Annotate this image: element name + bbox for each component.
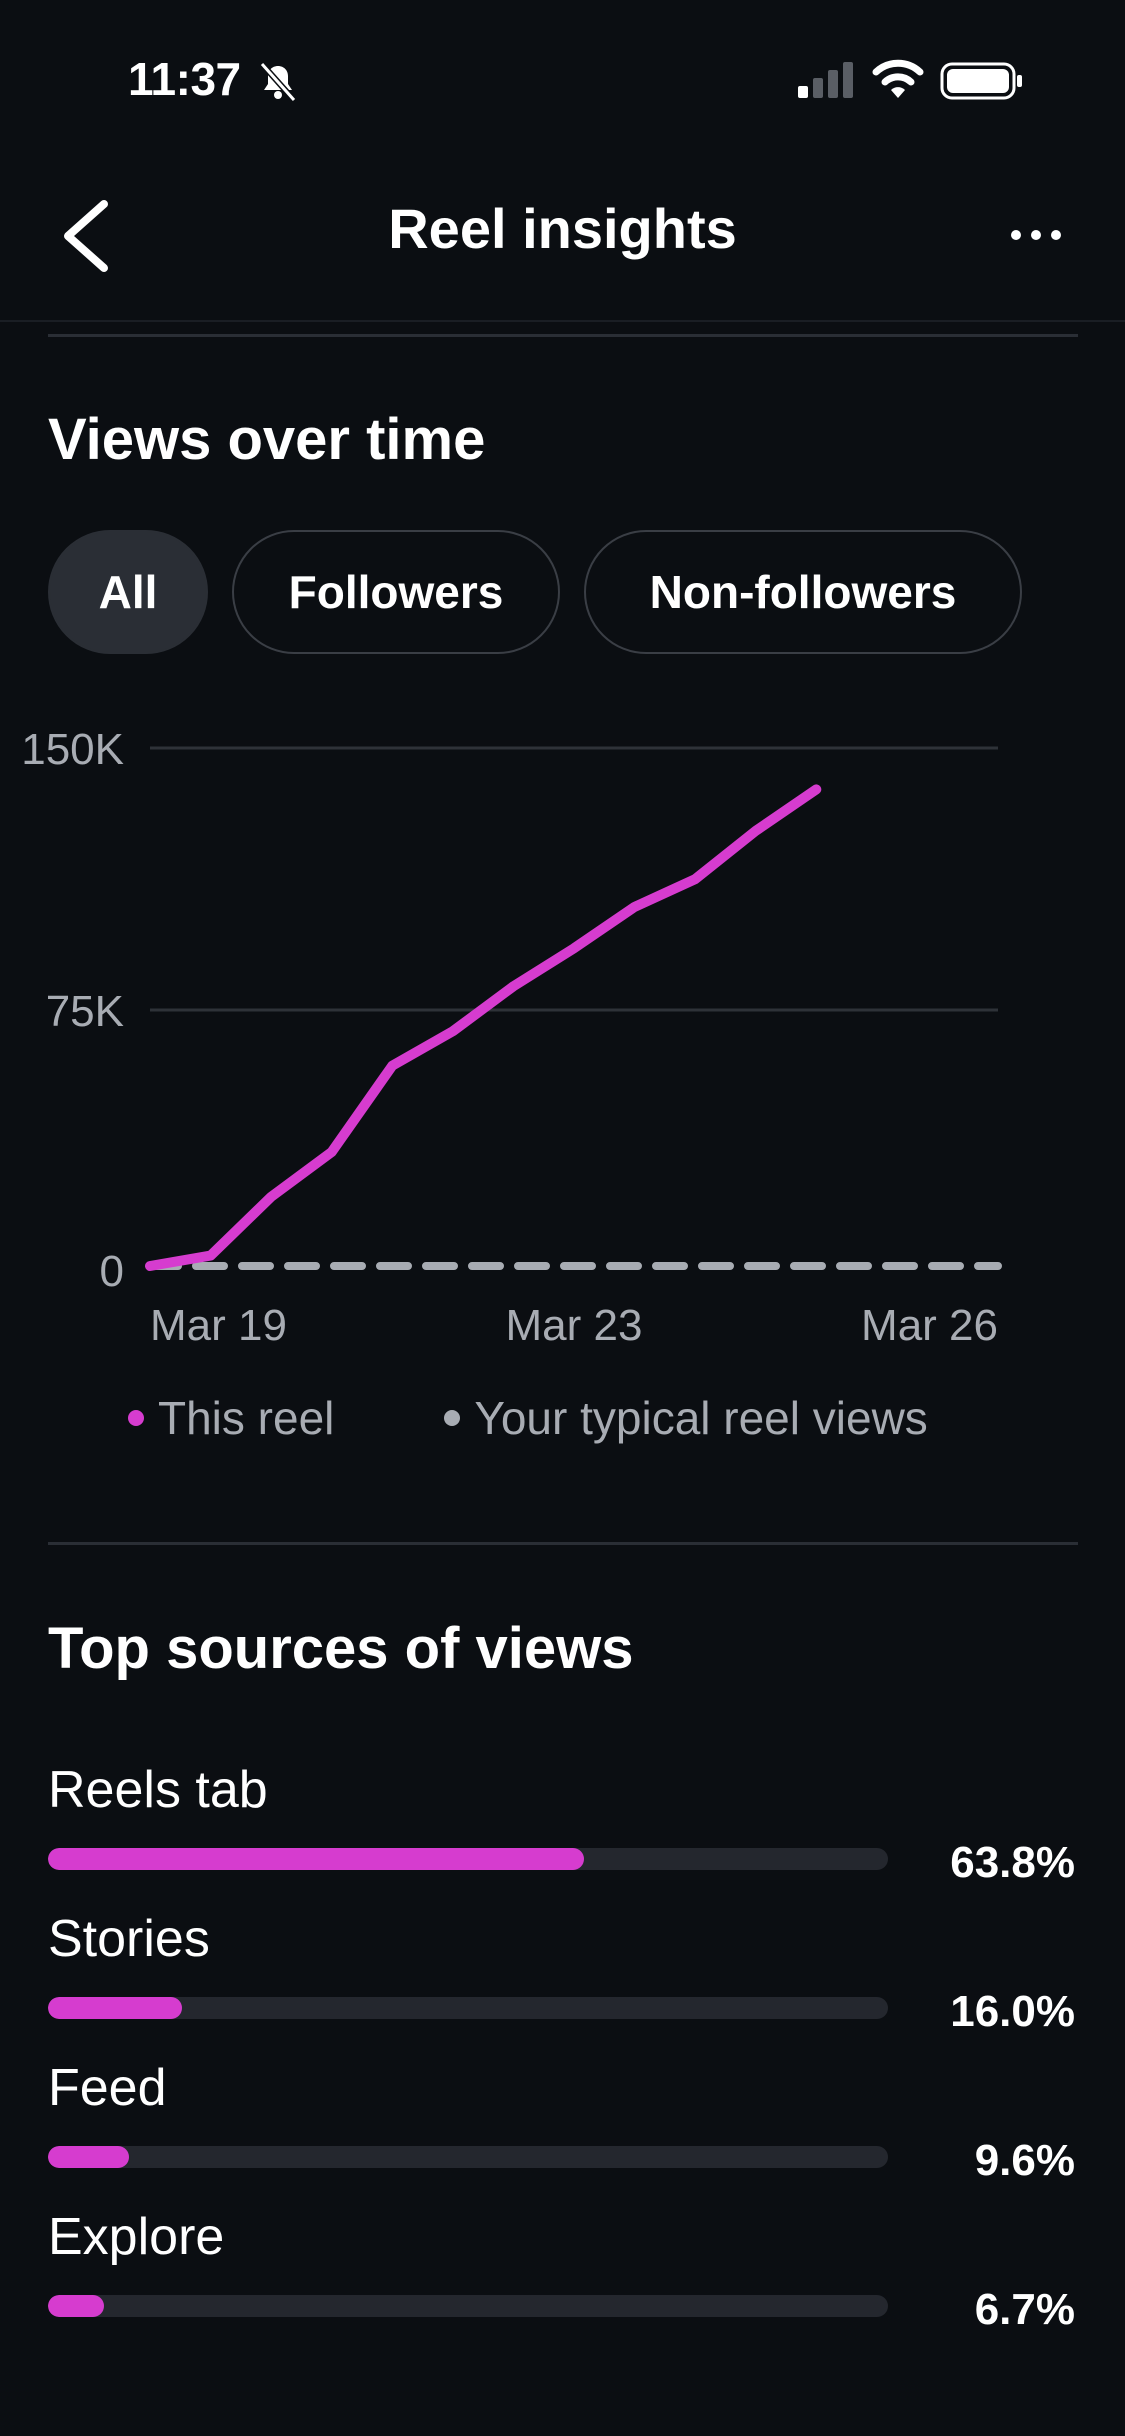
source-label: Stories (48, 1910, 210, 1968)
source-percent: 16.0% (950, 1987, 1075, 2036)
source-row-explore: Explore 6.7% (0, 2207, 1125, 2356)
x-tick-mar-26: Mar 26 (861, 1301, 998, 1350)
chart-legend: This reel Your typical reel views (128, 1388, 1038, 1448)
y-tick-75k: 75K (46, 987, 124, 1036)
source-bar-fill (48, 2146, 129, 2168)
section-divider-middle (48, 1542, 1078, 1545)
battery-icon (940, 62, 1022, 100)
status-time: 11:37 (128, 53, 241, 105)
top-sources-list: Reels tab 63.8% Stories 16.0% Feed 9.6% … (0, 1760, 1125, 2356)
source-label: Reels tab (48, 1761, 268, 1819)
source-row-stories: Stories 16.0% (0, 1909, 1125, 2058)
header-divider (0, 320, 1125, 322)
page-title: Reel insights (388, 197, 737, 260)
y-tick-150k: 150K (21, 725, 124, 774)
legend-label-this-reel: This reel (158, 1392, 335, 1444)
filter-chips: All Followers Non-followers (48, 530, 1022, 658)
series-this-reel-line (145, 784, 822, 1271)
legend-item-typical-reel-views: Your typical reel views (444, 1391, 928, 1445)
source-bar-fill (48, 1848, 584, 1870)
y-tick-0: 0 (100, 1247, 124, 1296)
source-bar-track (48, 2295, 888, 2317)
filter-chip-all[interactable]: All (48, 530, 208, 654)
bell-slash-icon (259, 62, 297, 102)
source-percent: 9.6% (974, 2136, 1075, 2185)
top-sources-title: Top sources of views (48, 1616, 634, 1681)
more-button[interactable] (1000, 210, 1072, 260)
source-percent: 63.8% (950, 1838, 1075, 1887)
source-bar-fill (48, 1997, 183, 2019)
section-divider-top (48, 334, 1078, 337)
legend-label-typical-reel-views: Your typical reel views (474, 1392, 928, 1444)
legend-dot-typical-reel-views (444, 1410, 461, 1426)
source-bar-track (48, 1848, 888, 1870)
filter-chip-followers[interactable]: Followers (232, 530, 560, 654)
source-percent: 6.7% (974, 2285, 1075, 2334)
filter-chip-non-followers[interactable]: Non-followers (584, 530, 1022, 654)
source-bar-track (48, 1997, 888, 2019)
source-row-feed: Feed 9.6% (0, 2058, 1125, 2207)
source-label: Explore (48, 2208, 225, 2266)
source-bar-track (48, 2146, 888, 2168)
back-button[interactable] (50, 190, 130, 280)
source-row-reels-tab: Reels tab 63.8% (0, 1760, 1125, 1909)
legend-item-this-reel: This reel (128, 1391, 334, 1445)
ellipsis-icon (1011, 230, 1061, 240)
views-over-time-title: Views over time (48, 407, 486, 472)
chevron-left-icon (64, 200, 108, 272)
x-tick-mar-19: Mar 19 (150, 1301, 287, 1350)
source-bar-fill (48, 2295, 105, 2317)
status-bar: 11:37 (0, 0, 1125, 150)
legend-dot-this-reel (128, 1410, 144, 1426)
views-chart: 150K 75K 0 Mar 19 Mar 23 Mar 26 (0, 700, 1125, 1460)
cellular-signal-icon (798, 62, 853, 98)
x-tick-mar-23: Mar 23 (506, 1301, 643, 1350)
header: Reel insights (0, 150, 1125, 320)
wifi-icon (872, 59, 924, 98)
source-label: Feed (48, 2059, 167, 2117)
views-line-chart: 150K 75K 0 Mar 19 Mar 23 Mar 26 (21, 725, 1002, 1350)
